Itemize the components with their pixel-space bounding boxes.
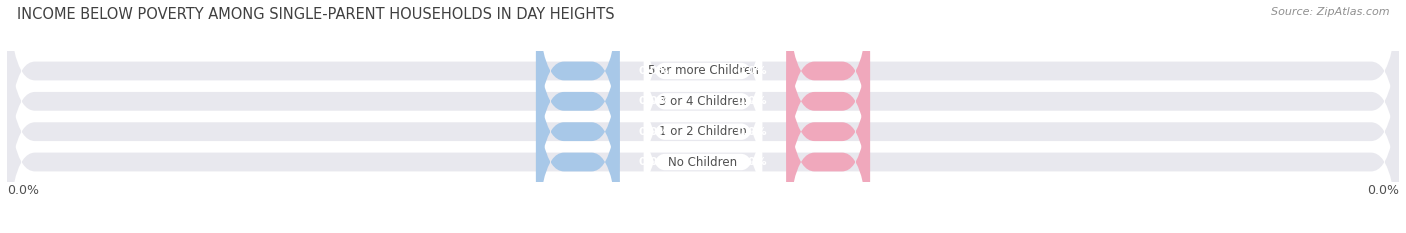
FancyBboxPatch shape [536, 50, 620, 233]
FancyBboxPatch shape [644, 49, 762, 215]
Text: 0.0%: 0.0% [638, 127, 669, 137]
Text: 0.0%: 0.0% [638, 157, 669, 167]
Text: 0.0%: 0.0% [737, 127, 768, 137]
FancyBboxPatch shape [644, 18, 762, 184]
Text: 0.0%: 0.0% [1367, 184, 1399, 197]
FancyBboxPatch shape [644, 79, 762, 233]
FancyBboxPatch shape [786, 50, 870, 233]
FancyBboxPatch shape [786, 0, 870, 183]
FancyBboxPatch shape [7, 0, 1399, 183]
FancyBboxPatch shape [7, 50, 1399, 233]
FancyBboxPatch shape [536, 0, 620, 213]
Text: Source: ZipAtlas.com: Source: ZipAtlas.com [1271, 7, 1389, 17]
FancyBboxPatch shape [7, 0, 1399, 213]
Text: 1 or 2 Children: 1 or 2 Children [659, 125, 747, 138]
Text: 0.0%: 0.0% [737, 66, 768, 76]
FancyBboxPatch shape [644, 0, 762, 154]
Text: 0.0%: 0.0% [737, 157, 768, 167]
Text: 0.0%: 0.0% [638, 96, 669, 106]
Text: 0.0%: 0.0% [7, 184, 39, 197]
Text: No Children: No Children [668, 155, 738, 168]
Text: 3 or 4 Children: 3 or 4 Children [659, 95, 747, 108]
Text: INCOME BELOW POVERTY AMONG SINGLE-PARENT HOUSEHOLDS IN DAY HEIGHTS: INCOME BELOW POVERTY AMONG SINGLE-PARENT… [17, 7, 614, 22]
Text: 5 or more Children: 5 or more Children [648, 65, 758, 78]
FancyBboxPatch shape [786, 20, 870, 233]
Text: 0.0%: 0.0% [638, 66, 669, 76]
Text: 0.0%: 0.0% [737, 96, 768, 106]
FancyBboxPatch shape [536, 0, 620, 183]
FancyBboxPatch shape [536, 20, 620, 233]
FancyBboxPatch shape [7, 20, 1399, 233]
FancyBboxPatch shape [786, 0, 870, 213]
